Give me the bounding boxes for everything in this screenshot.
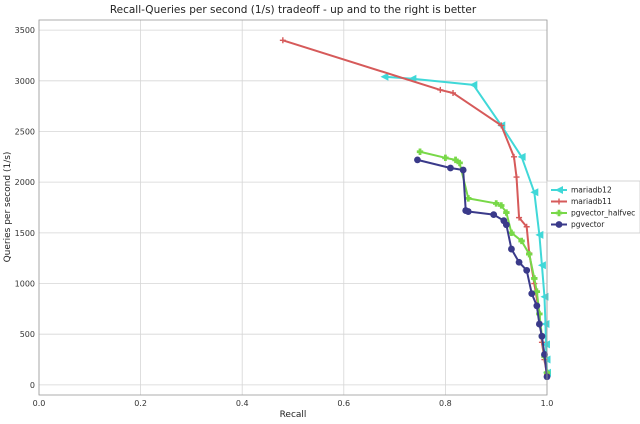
plot-background	[39, 20, 547, 395]
data-point-mariadb11	[450, 89, 457, 96]
data-point-pgvector_halfvec	[518, 237, 525, 245]
data-point-mariadb12	[535, 230, 544, 239]
legend: mariadb12 mariadb11 pgvector_halfvecpgvect…	[546, 180, 640, 234]
data-point-pgvector_halfvec	[498, 202, 505, 209]
data-point-mariadb11	[516, 214, 523, 221]
data-point-mariadb11	[498, 122, 505, 129]
data-point-pgvector_halfvec	[452, 156, 459, 164]
data-point-pgvector_halfvec	[533, 288, 541, 295]
data-point-pgvector	[414, 156, 421, 164]
data-point-pgvector_halfvec	[416, 148, 424, 155]
data-point-pgvector	[523, 266, 531, 274]
y-tick-label: 0	[30, 381, 35, 390]
legend-label-pgvector: pgvector	[571, 220, 605, 229]
legend-marker-pgvector_halfvec	[555, 209, 563, 217]
data-point-pgvector	[533, 302, 541, 310]
data-point-mariadb11	[513, 174, 520, 181]
data-point-pgvector	[459, 166, 467, 174]
y-tick-label: 3500	[15, 26, 35, 35]
legend-label-mariadb11: mariadb11	[571, 197, 612, 206]
data-point-pgvector	[490, 211, 498, 218]
data-point-pgvector	[447, 164, 454, 172]
data-point-pgvector	[535, 320, 543, 328]
y-tick-label: 3000	[15, 77, 35, 86]
data-point-mariadb12	[380, 72, 389, 81]
y-tick-label: 2500	[15, 127, 35, 136]
data-point-pgvector_halfvec	[508, 229, 515, 237]
series-pgvector	[414, 156, 551, 381]
legend-marker-mariadb11	[556, 198, 562, 205]
data-point-pgvector_halfvec	[465, 195, 472, 202]
x-tick-label: 0.0	[33, 399, 46, 408]
chart-title: Recall-Queries per second (1/s) tradeoff…	[110, 4, 477, 16]
data-point-mariadb12	[540, 292, 549, 301]
data-point-mariadb12	[469, 80, 478, 89]
y-axis-title: Queries per second (1/s)	[3, 152, 13, 263]
x-tick-label: 0.4	[236, 399, 249, 408]
legend-marker-pgvector	[555, 221, 563, 228]
data-point-mariadb11	[437, 86, 444, 93]
data-point-mariadb11	[279, 37, 286, 44]
data-point-pgvector_halfvec	[442, 154, 449, 162]
legend-marker-mariadb12	[555, 186, 563, 194]
data-point-pgvector	[508, 245, 515, 253]
data-point-mariadb12	[517, 152, 526, 161]
data-point-mariadb12	[541, 340, 550, 349]
data-point-pgvector	[464, 208, 472, 215]
x-tick-label: 0.2	[134, 399, 147, 408]
data-point-pgvector	[541, 351, 548, 358]
data-point-mariadb11	[523, 223, 530, 230]
data-point-pgvector_halfvec	[456, 159, 463, 167]
data-point-pgvector	[528, 290, 536, 298]
y-tick-label: 2000	[15, 178, 35, 187]
data-point-pgvector_halfvec	[503, 209, 510, 216]
x-tick-label: 0.6	[337, 399, 350, 408]
tick-labels: 0.0 0.2 0.4 0.6 0.8 1.0 0 500 1000 1500 2000 2500 30…	[15, 26, 554, 408]
data-point-mariadb12	[537, 261, 546, 270]
data-point-pgvector	[502, 221, 510, 229]
series-layer	[279, 37, 551, 381]
data-point-mariadb12	[530, 188, 539, 197]
y-tick-label: 500	[20, 330, 35, 339]
x-tick-label: 1.0	[541, 399, 554, 408]
data-point-pgvector_halfvec	[493, 200, 500, 207]
x-axis-title: Recall	[280, 410, 307, 420]
data-point-pgvector	[515, 258, 523, 266]
data-point-pgvector	[538, 332, 546, 340]
legend-label-pgvector_halfvec: pgvector_halfvec	[571, 209, 635, 218]
x-tick-label: 0.8	[439, 399, 452, 408]
data-point-pgvector_halfvec	[526, 250, 533, 258]
data-point-mariadb11	[510, 153, 517, 160]
data-point-pgvector_halfvec	[536, 310, 543, 318]
data-point-mariadb12	[541, 320, 550, 329]
data-point-pgvector_halfvec	[531, 275, 538, 282]
legend-label-mariadb12: mariadb12	[571, 186, 612, 195]
y-tick-label: 1500	[15, 229, 35, 238]
y-tick-label: 1000	[15, 280, 35, 289]
